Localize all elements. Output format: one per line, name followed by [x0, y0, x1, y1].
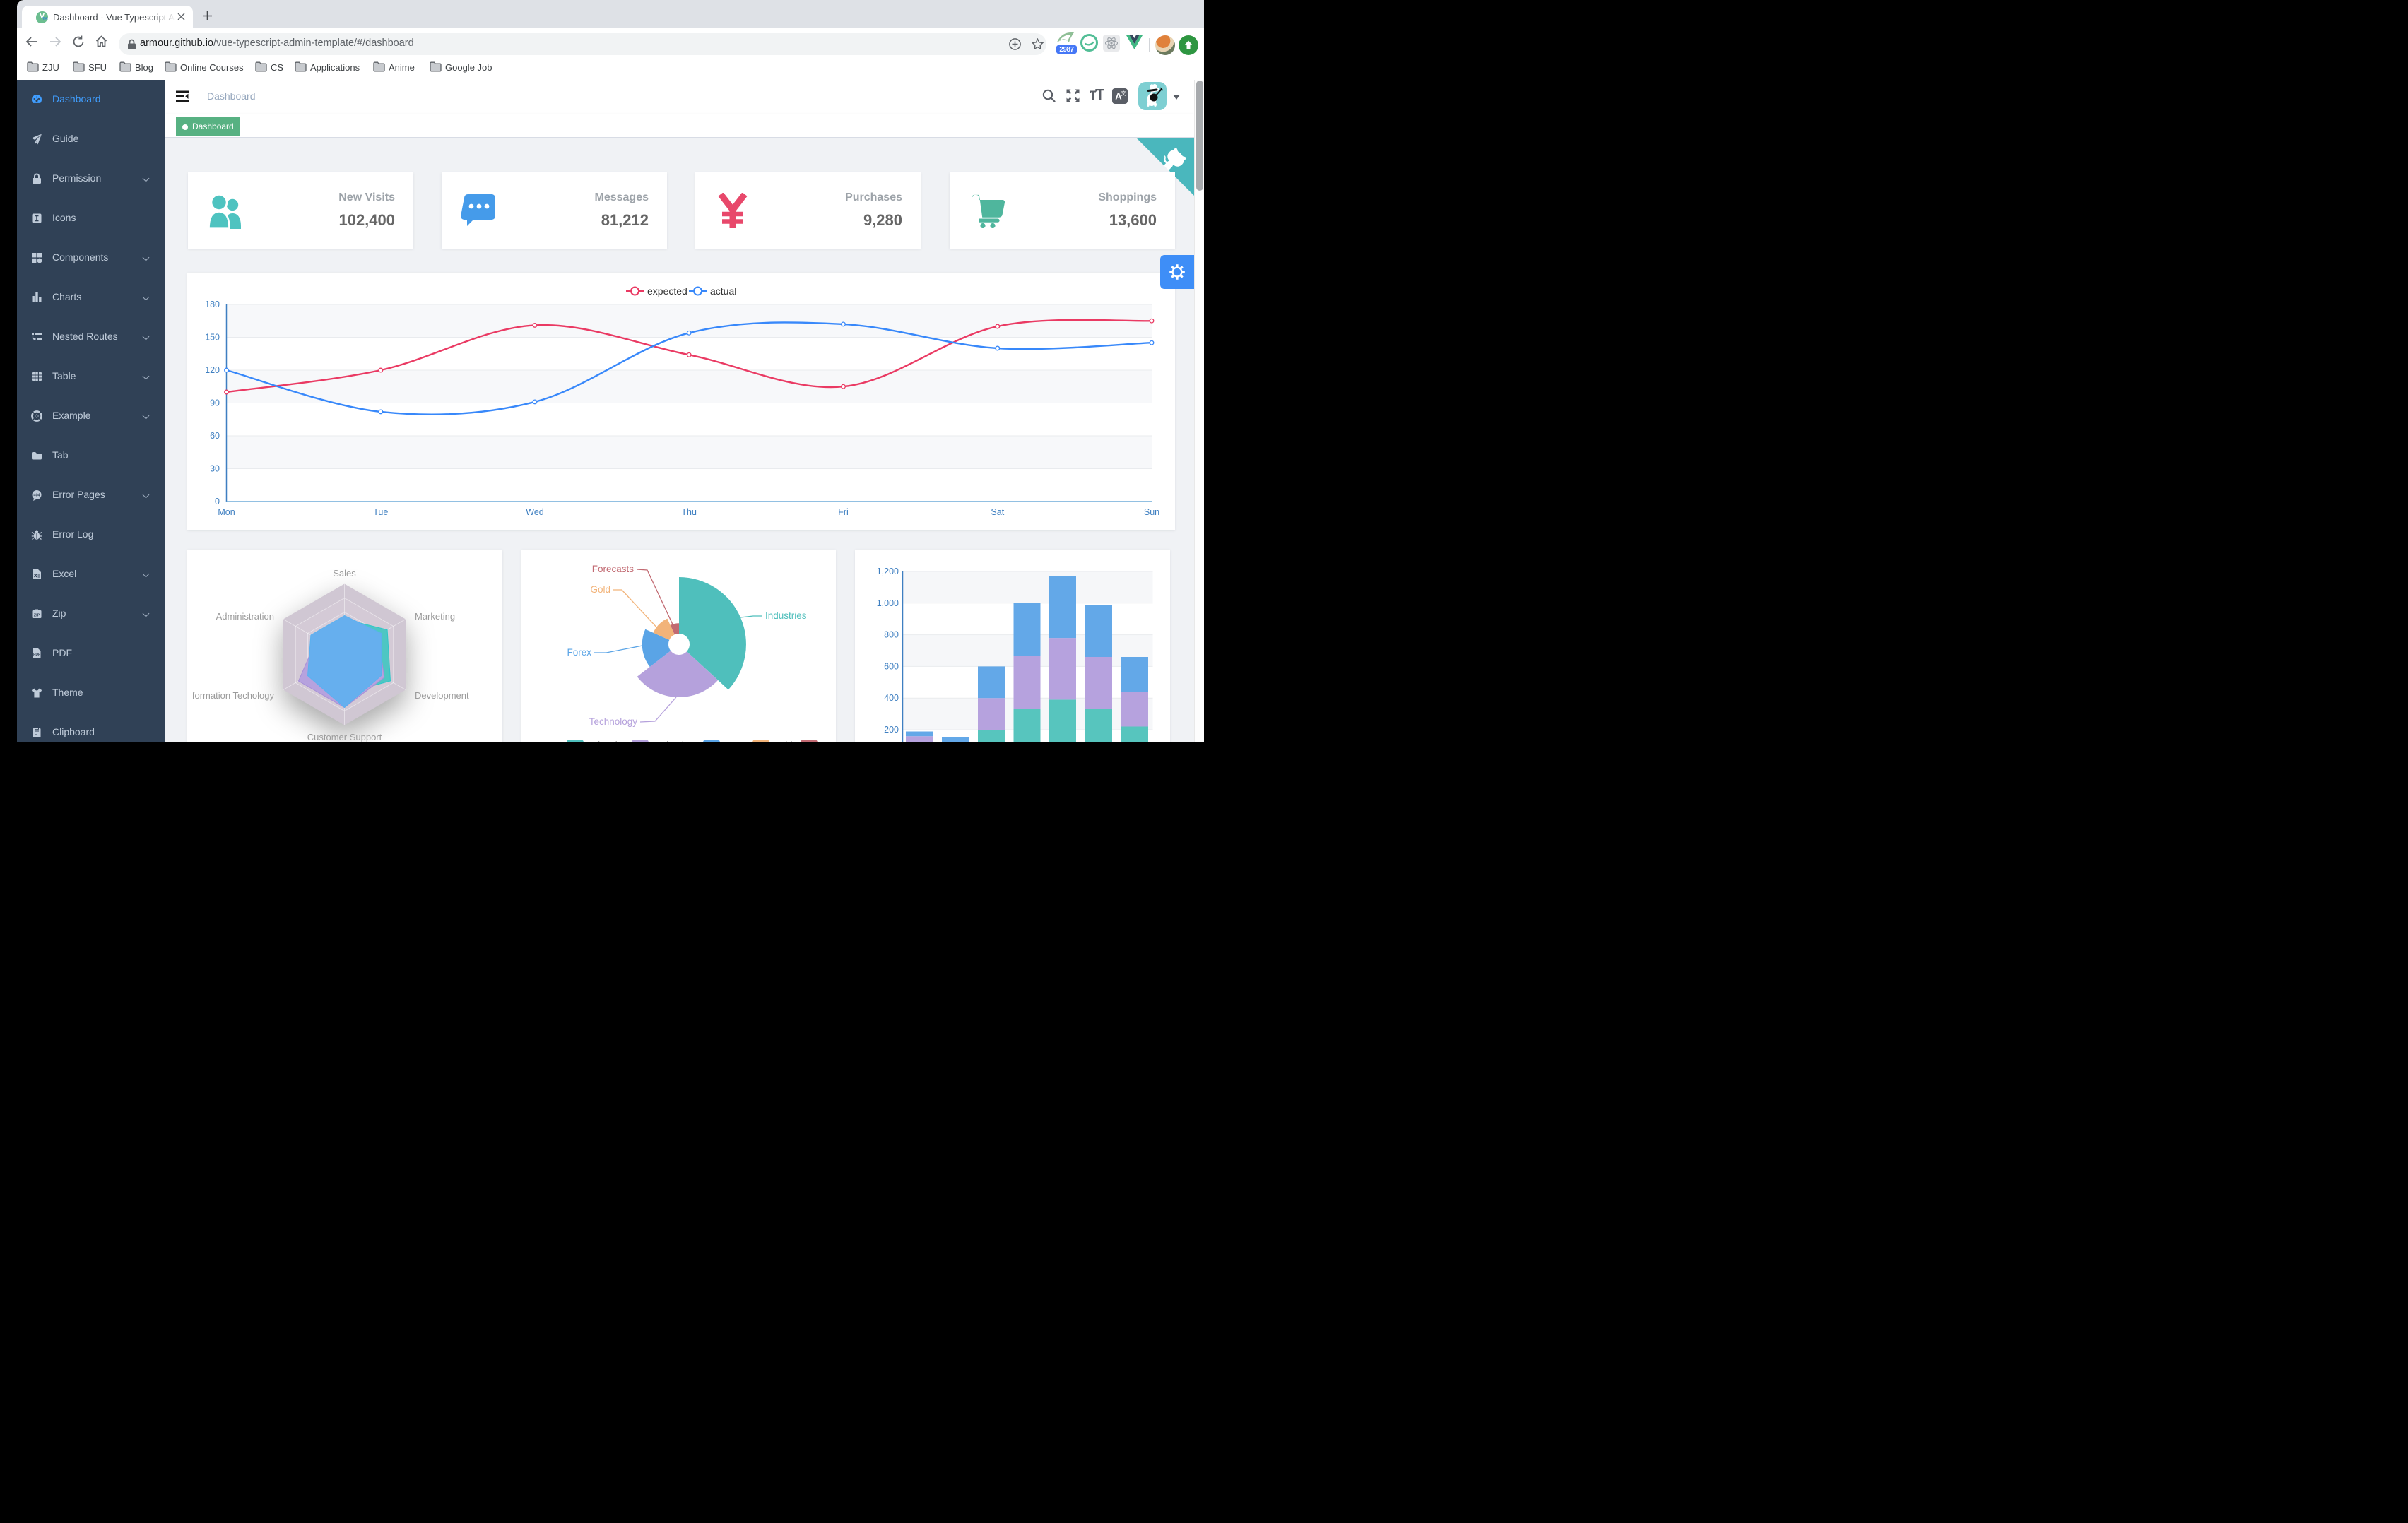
svg-text:Gold: Gold [590, 584, 610, 595]
svg-text:Forex: Forex [724, 740, 748, 742]
svg-text:120: 120 [205, 365, 220, 375]
svg-text:60: 60 [210, 431, 220, 441]
svg-text:Thu: Thu [681, 507, 697, 517]
svg-text:Administration: Administration [216, 611, 274, 622]
svg-text:90: 90 [210, 398, 220, 408]
svg-text:ZIP: ZIP [34, 613, 40, 617]
svg-text:180: 180 [205, 300, 220, 309]
svg-text:1,000: 1,000 [877, 598, 899, 608]
svg-text:Gold: Gold [773, 740, 792, 742]
svg-text:150: 150 [205, 333, 220, 343]
svg-text:404: 404 [33, 494, 40, 498]
svg-text:Forex: Forex [567, 647, 591, 658]
svg-text:30: 30 [210, 464, 220, 474]
svg-text:formation Techology: formation Techology [192, 690, 275, 701]
svg-text:Marketing: Marketing [415, 611, 455, 622]
svg-text:Mon: Mon [218, 507, 235, 517]
svg-text:Fri: Fri [838, 507, 849, 517]
svg-text:Sun: Sun [1144, 507, 1159, 517]
svg-text:Sat: Sat [991, 507, 1004, 517]
svg-text:800: 800 [884, 630, 899, 640]
svg-text:Technology: Technology [589, 716, 638, 727]
svg-text:Wed: Wed [526, 507, 544, 517]
svg-text:400: 400 [884, 693, 899, 703]
svg-text:Forecasts: Forecasts [592, 564, 635, 574]
svg-text:Tue: Tue [373, 507, 388, 517]
svg-text:文: 文 [1121, 90, 1126, 97]
svg-text:Sales: Sales [333, 568, 356, 579]
svg-text:Development: Development [415, 690, 469, 701]
svg-text:PDF: PDF [33, 653, 40, 657]
svg-text:0: 0 [215, 497, 220, 506]
svg-text:Fore: Fore [821, 740, 836, 742]
svg-text:Industries: Industries [765, 610, 807, 621]
svg-text:A: A [1115, 91, 1122, 102]
svg-text:actual: actual [710, 285, 736, 297]
svg-text:Industries: Industries [587, 740, 627, 742]
svg-text:Technology: Technology [652, 740, 699, 742]
svg-text:expected: expected [647, 285, 687, 297]
svg-text:Customer Support: Customer Support [307, 732, 382, 742]
svg-text:200: 200 [884, 725, 899, 735]
svg-text:1,200: 1,200 [877, 567, 899, 576]
svg-text:600: 600 [884, 661, 899, 671]
